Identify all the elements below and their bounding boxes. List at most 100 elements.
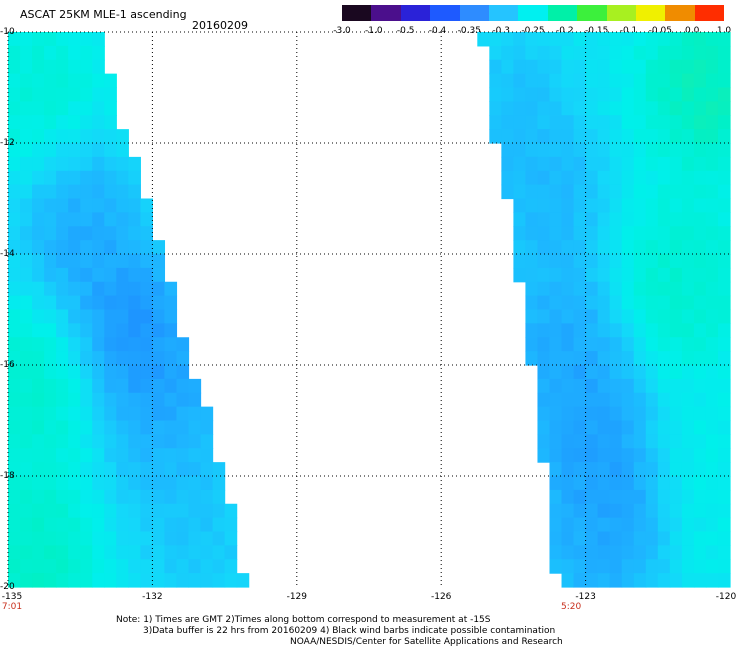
- data-cell: [621, 573, 635, 588]
- data-cell: [80, 240, 93, 255]
- data-cell: [549, 503, 563, 519]
- data-cell: [140, 267, 153, 283]
- data-cell: [717, 212, 731, 227]
- data-cell: [657, 170, 671, 186]
- data-cell: [633, 309, 647, 324]
- data-cell: [621, 545, 635, 560]
- data-cell: [657, 351, 671, 366]
- data-cell: [44, 143, 57, 158]
- data-cell: [80, 406, 93, 422]
- data-cell: [20, 281, 33, 297]
- data-cell: [717, 101, 731, 116]
- data-cell: [32, 378, 45, 394]
- data-cell: [549, 295, 563, 311]
- data-cell: [200, 573, 214, 588]
- data-cell: [200, 434, 214, 449]
- data-cell: [537, 351, 551, 366]
- data-cell: [188, 392, 202, 408]
- data-cell: [669, 212, 683, 227]
- data-cell: [104, 295, 117, 311]
- data-cell: [537, 448, 551, 463]
- data-cell: [705, 129, 719, 144]
- data-cell: [657, 517, 671, 533]
- data-cell: [92, 573, 105, 588]
- data-cell: [44, 45, 57, 61]
- data-cell: [92, 87, 105, 102]
- data-cell: [104, 226, 117, 241]
- data-cell: [164, 559, 178, 574]
- data-cell: [80, 420, 93, 435]
- data-cell: [681, 309, 695, 324]
- data-cell: [92, 531, 105, 546]
- data-cell: [573, 420, 587, 435]
- data-cell: [56, 129, 69, 144]
- data-cell: [212, 476, 226, 491]
- data-cell: [705, 281, 719, 297]
- data-cell: [92, 309, 105, 324]
- data-cell: [128, 198, 141, 213]
- data-cell: [693, 434, 707, 449]
- data-cell: [164, 545, 178, 560]
- data-cell: [68, 295, 81, 311]
- data-cell: [8, 59, 21, 75]
- data-cell: [597, 212, 611, 227]
- data-cell: [32, 503, 45, 519]
- data-cell: [513, 115, 527, 130]
- data-cell: [693, 184, 707, 200]
- data-cell: [561, 545, 575, 560]
- data-cell: [573, 462, 587, 477]
- data-cell: [633, 212, 647, 227]
- data-cell: [525, 87, 539, 102]
- data-cell: [717, 503, 731, 519]
- data-cell: [717, 254, 731, 269]
- data-cell: [32, 531, 45, 546]
- data-cell: [633, 323, 647, 338]
- data-cell: [140, 476, 153, 491]
- data-cell: [645, 156, 659, 172]
- data-cell: [116, 531, 129, 546]
- data-cell: [68, 156, 81, 172]
- data-cell: [657, 295, 671, 311]
- data-cell: [92, 323, 105, 338]
- data-cell: [501, 143, 514, 158]
- data-cell: [176, 531, 190, 546]
- data-cell: [717, 378, 731, 394]
- data-cell: [621, 45, 635, 61]
- data-cell: [681, 392, 695, 408]
- data-cell: [573, 531, 587, 546]
- data-cell: [56, 434, 69, 449]
- data-cell: [152, 545, 166, 560]
- data-cell: [609, 143, 623, 158]
- data-cell: [128, 281, 141, 297]
- data-cell: [693, 309, 707, 324]
- data-cell: [489, 87, 502, 102]
- colorbar-label: -0.3: [492, 26, 510, 36]
- data-cell: [56, 281, 69, 297]
- data-cell: [717, 531, 731, 546]
- data-cell: [92, 115, 105, 130]
- data-cell: [128, 406, 141, 422]
- data-cell: [92, 406, 105, 422]
- data-cell: [717, 267, 731, 283]
- data-cell: [152, 517, 166, 533]
- data-cell: [609, 240, 623, 255]
- data-cell: [116, 281, 129, 297]
- data-cell: [224, 545, 238, 560]
- data-cell: [128, 489, 141, 505]
- colorbar-swatch: [606, 5, 636, 21]
- data-cell: [501, 170, 514, 186]
- data-cell: [80, 143, 93, 158]
- data-cell: [176, 476, 190, 491]
- colorbar-swatch: [459, 5, 489, 21]
- data-cell: [224, 573, 238, 588]
- data-cell: [597, 489, 611, 505]
- data-cell: [669, 226, 683, 241]
- colorbar-swatch: [488, 5, 519, 21]
- colorbar-label: -0.1: [619, 26, 638, 36]
- data-cell: [104, 115, 117, 130]
- data-cell: [717, 226, 731, 241]
- data-cell: [32, 337, 45, 352]
- data-cell: [609, 434, 623, 449]
- data-cell: [140, 198, 153, 213]
- data-cell: [152, 573, 166, 588]
